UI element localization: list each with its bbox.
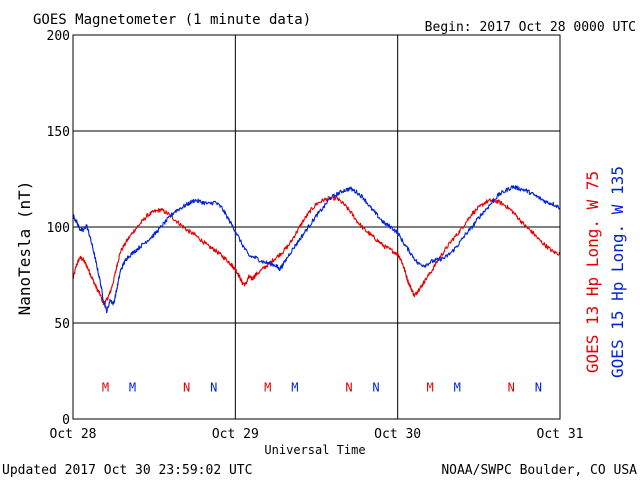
y-tick-label-2: 100 [47,221,70,236]
mn-marker-9: M [454,380,461,394]
legend-goes15: GOES 15 Hp Long. W 135 [608,166,627,378]
mn-marker-3: N [210,380,217,394]
begin-time: Begin: 2017 Oct 28 0000 UTC [425,20,636,35]
series-line-goes15 [72,185,561,314]
mn-marker-10: N [508,380,515,394]
x-tick-label-3: Oct 31 [537,427,584,442]
mn-marker-0: M [102,380,109,394]
y-tick-labels: 0 50 100 150 200 [47,29,70,428]
x-axis-label: Universal Time [264,443,365,457]
mn-marker-5: M [291,380,298,394]
x-tick-label-2: Oct 30 [374,427,421,442]
legend-goes13: GOES 13 Hp Long. W 75 [583,171,602,373]
y-axis-label: NanoTesla (nT) [15,181,34,316]
grid-lines [73,35,560,419]
updated-time: Updated 2017 Oct 30 23:59:02 UTC [2,463,252,478]
mn-marker-1: M [129,380,136,394]
y-tick-label-0: 0 [62,413,70,428]
mn-marker-7: N [372,380,379,394]
x-tick-label-0: Oct 28 [50,427,97,442]
mn-marker-2: N [183,380,190,394]
x-tick-labels: Oct 28 Oct 29 Oct 30 Oct 31 [50,427,584,442]
series-lines [72,185,561,314]
mn-marker-6: N [345,380,352,394]
mn-marker-11: N [535,380,542,394]
y-tick-label-1: 50 [54,317,70,332]
y-tick-label-3: 150 [47,125,70,140]
chart-title: GOES Magnetometer (1 minute data) [33,12,311,28]
y-tick-label-4: 200 [47,29,70,44]
mn-marker-8: M [427,380,434,394]
series-line-goes13 [72,195,561,306]
x-tick-label-1: Oct 29 [212,427,259,442]
mn-marker-4: M [264,380,271,394]
credit-text: NOAA/SWPC Boulder, CO USA [441,463,637,478]
plot-frame [72,34,561,420]
